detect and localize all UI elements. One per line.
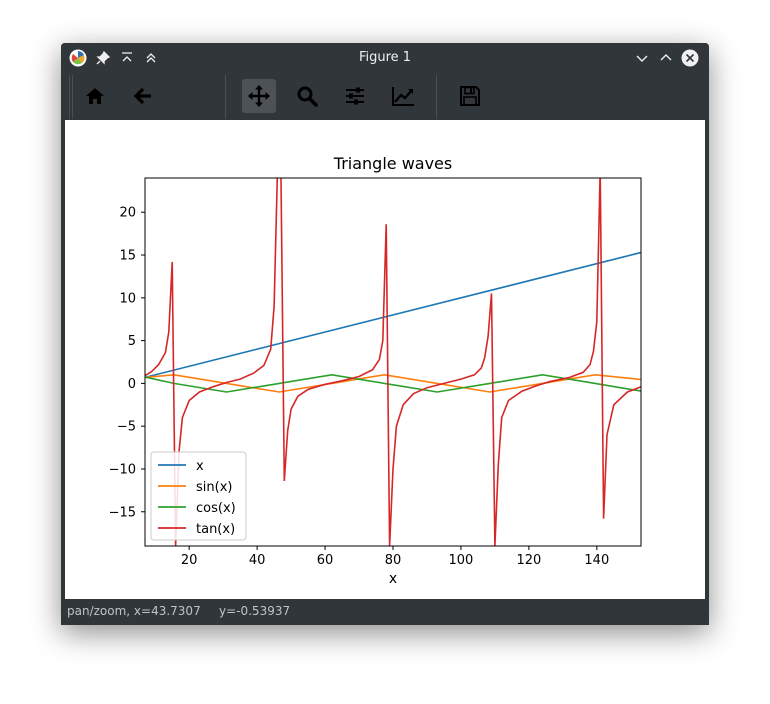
- y-tick-label: −10: [109, 462, 136, 477]
- shade-icon[interactable]: [142, 49, 160, 67]
- plot-lines: [145, 178, 641, 546]
- x-tick-label: 120: [516, 553, 541, 568]
- zoom-button[interactable]: [290, 79, 324, 113]
- y-tick-label: 20: [119, 206, 136, 221]
- x-axis-label: x: [389, 571, 397, 587]
- back-button[interactable]: [126, 79, 160, 113]
- subplots-button[interactable]: [338, 79, 372, 113]
- save-icon: [460, 86, 480, 106]
- subplots-icon: [346, 87, 364, 105]
- series-line-x: [145, 251, 641, 379]
- edit-curves-icon: [392, 87, 414, 106]
- series-line-sin(x): [145, 373, 641, 393]
- pan-icon: [248, 85, 270, 107]
- minimize-icon[interactable]: [633, 49, 651, 67]
- toolbar-handle[interactable]: [72, 75, 73, 119]
- save-button[interactable]: [453, 79, 487, 113]
- zoom-icon: [297, 86, 318, 107]
- y-tick-label: −15: [109, 505, 136, 520]
- x-tick-label: 100: [449, 553, 474, 568]
- status-bar: pan/zoom, x=43.7307 y=-0.53937: [61, 599, 709, 625]
- figure-canvas[interactable]: Triangle waves 20 40 60 80 100 120 140 20 15 10 5 0 −…: [65, 120, 705, 599]
- legend-entry: sin(x): [196, 480, 232, 495]
- chart-title: Triangle waves: [333, 154, 452, 173]
- home-button[interactable]: [78, 79, 112, 113]
- home-icon: [86, 88, 104, 104]
- legend-entry: x: [196, 459, 204, 474]
- x-tick-label: 60: [317, 553, 334, 568]
- toolbar-separator: [225, 75, 226, 119]
- maximize-icon[interactable]: [657, 49, 675, 67]
- back-icon: [133, 87, 151, 105]
- y-tick-label: 15: [119, 249, 136, 264]
- navigation-toolbar: [61, 73, 709, 120]
- keep-above-icon[interactable]: [118, 49, 136, 67]
- status-mode-x: pan/zoom, x=43.7307: [67, 604, 201, 618]
- close-icon[interactable]: [681, 49, 699, 67]
- toolbar-separator: [436, 75, 437, 119]
- pin-icon[interactable]: [94, 49, 112, 67]
- series-line-tan(x): [145, 178, 641, 546]
- y-tick-label: 5: [128, 334, 136, 349]
- legend-entry: tan(x): [196, 522, 235, 537]
- y-tick-label: 0: [128, 377, 136, 392]
- toolbar-handle[interactable]: [69, 75, 70, 119]
- status-y: y=-0.53937: [219, 604, 291, 618]
- pan-button[interactable]: [242, 79, 276, 113]
- legend-entry: cos(x): [196, 501, 236, 516]
- figure-window: Figure 1: [61, 43, 709, 625]
- window-title: Figure 1: [358, 50, 412, 65]
- x-tick-label: 80: [385, 553, 402, 568]
- x-tick-label: 140: [584, 553, 609, 568]
- x-tick-label: 40: [249, 553, 266, 568]
- x-tick-label: 20: [181, 553, 198, 568]
- legend-box: [150, 451, 247, 541]
- title-bar[interactable]: Figure 1: [61, 43, 709, 73]
- chart-svg[interactable]: Triangle waves 20 40 60 80 100 120 140 20 15 10 5 0 −…: [65, 120, 705, 599]
- y-tick-label: −5: [117, 420, 136, 435]
- y-tick-label: 10: [119, 291, 136, 306]
- edit-curves-button[interactable]: [386, 79, 420, 113]
- app-logo-icon[interactable]: [69, 49, 87, 67]
